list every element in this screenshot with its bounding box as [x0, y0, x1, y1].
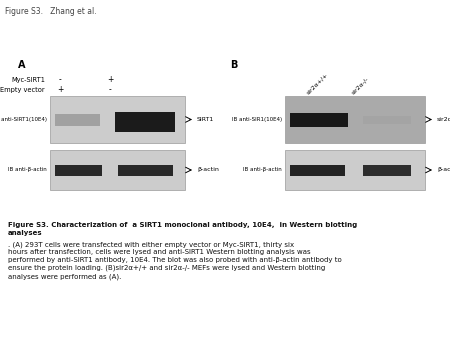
Text: Figure S3.   Zhang et al.: Figure S3. Zhang et al. [5, 7, 97, 16]
Bar [50, 96, 185, 143]
Bar [285, 96, 425, 143]
Text: IB anti-β-actin: IB anti-β-actin [8, 168, 47, 172]
Bar [363, 116, 411, 123]
Bar [363, 165, 411, 176]
Text: Empty vector: Empty vector [0, 87, 45, 93]
Bar [118, 165, 173, 176]
Bar [55, 114, 100, 125]
Text: SIRT1: SIRT1 [197, 117, 214, 122]
Bar [290, 113, 348, 126]
Text: . (A) 293T cells were transfected with either empty vector or Myc-SIRT1, thirty : . (A) 293T cells were transfected with e… [8, 241, 342, 280]
Text: sir2α+/+: sir2α+/+ [305, 71, 328, 95]
Bar [50, 150, 185, 190]
Text: IB anti-SIRT1(10E4): IB anti-SIRT1(10E4) [0, 117, 47, 122]
Text: sir2α-/-: sir2α-/- [350, 76, 369, 95]
Text: +: + [57, 86, 63, 95]
Text: IB anti-β-actin: IB anti-β-actin [243, 168, 282, 172]
Text: sir2α: sir2α [437, 117, 450, 122]
Bar [285, 150, 425, 190]
Text: -: - [58, 75, 61, 84]
Text: B: B [230, 60, 238, 70]
Bar [55, 165, 102, 176]
Text: Myc-SIRT1: Myc-SIRT1 [11, 77, 45, 83]
Text: A: A [18, 60, 26, 70]
Text: +: + [107, 75, 113, 84]
Text: IB anti-SIR1(10E4): IB anti-SIR1(10E4) [232, 117, 282, 122]
Text: -: - [108, 86, 112, 95]
Text: β-actin: β-actin [197, 168, 219, 172]
Bar [115, 112, 175, 131]
Text: Figure S3. Characterization of  a SIRT1 monoclonal antibody, 10E4,  in Western b: Figure S3. Characterization of a SIRT1 m… [8, 222, 357, 236]
Text: β-actin: β-actin [437, 168, 450, 172]
Bar [290, 165, 345, 176]
